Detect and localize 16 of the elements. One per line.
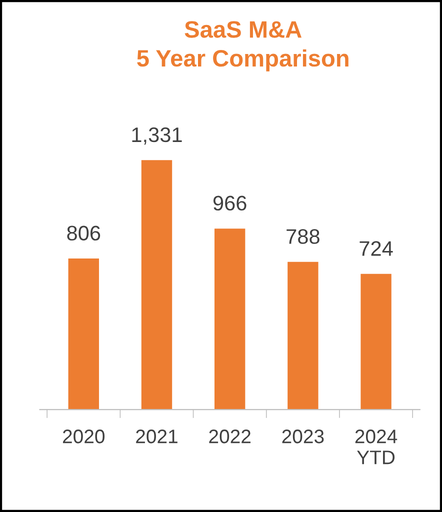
x-tick-label: 2024 YTD (355, 430, 398, 464)
bar (360, 274, 392, 410)
bar (288, 262, 318, 410)
chart-title: SaaS M&A 5 Year Comparison (137, 21, 348, 72)
bar (214, 228, 246, 410)
data-label: 724 (360, 241, 393, 256)
x-tick-label: 2021 (136, 430, 178, 444)
data-label: 806 (67, 226, 100, 241)
bar (141, 160, 172, 410)
x-tick-label: 2020 (62, 430, 105, 444)
data-label: 966 (213, 196, 246, 211)
data-label: 1,331 (132, 127, 182, 145)
bar (68, 258, 99, 410)
x-tick-label: 2022 (209, 430, 250, 444)
data-label: 788 (286, 229, 320, 244)
x-tick-label: 2023 (282, 430, 324, 444)
